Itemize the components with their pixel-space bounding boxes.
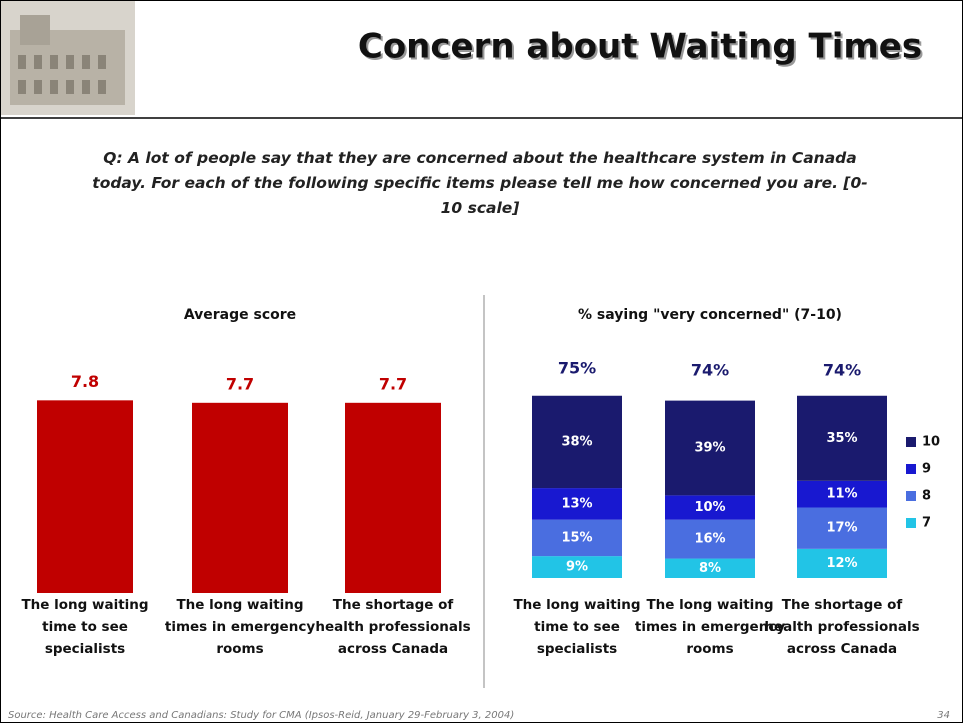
segment-label: 39%: [694, 440, 725, 455]
segment-label: 11%: [826, 487, 857, 502]
segment-label: 35%: [826, 431, 857, 446]
segment-label: 10%: [694, 500, 725, 515]
bar: [192, 402, 288, 593]
legend-swatch: [906, 518, 916, 528]
segment-label: 9%: [566, 560, 588, 575]
question: Q: A lot of people say that they are con…: [92, 149, 868, 217]
bar-segment: [797, 548, 887, 578]
segment-label: 16%: [694, 532, 725, 547]
header-photo: [1, 1, 135, 115]
category-label-box: The shortage of health professionals acr…: [315, 597, 471, 657]
title-shadow: Concern about Waiting Times: [360, 29, 924, 69]
category-label-box: The long waiting times in emergency room…: [164, 597, 316, 657]
bar: [345, 402, 441, 593]
segment-label: 8%: [699, 561, 721, 576]
segment-label: 38%: [561, 434, 592, 449]
slide-title: Concern about Waiting Times: [358, 27, 922, 67]
bar-segment: [532, 395, 622, 489]
value-label: 7.7: [226, 374, 254, 393]
x-tick-label: The long waiting times in emergency room…: [634, 597, 786, 657]
legend-label: 9: [922, 462, 931, 477]
bar-segment: [532, 519, 622, 557]
value-label: 7.7: [379, 374, 407, 393]
x-tick-label: The long waiting times in emergency room…: [164, 597, 316, 657]
total-label: 74%: [823, 361, 861, 380]
category-label-box: The long waiting time to see specialists: [513, 597, 641, 657]
x-tick-label: The shortage of health professionals acr…: [764, 597, 920, 657]
question-box: Q: A lot of people say that they are con…: [92, 149, 868, 217]
total-label: 75%: [558, 358, 596, 377]
legend-label: 10: [922, 435, 940, 450]
legend-swatch: [906, 437, 916, 447]
segment-label: 15%: [561, 530, 592, 545]
category-label-box: The long waiting times in emergency room…: [634, 597, 786, 657]
chart-title: Average score: [184, 307, 296, 323]
segment-label: 12%: [826, 556, 857, 571]
bar-segment: [797, 480, 887, 508]
bar-segment: [797, 507, 887, 549]
segment-label: 13%: [561, 496, 592, 511]
x-tick-label: The long waiting time to see specialists: [21, 597, 149, 657]
bar-segment: [797, 395, 887, 481]
segment-label: 17%: [826, 521, 857, 536]
chart-title: % saying "very concerned" (7-10): [578, 307, 842, 323]
category-label-box: The shortage of health professionals acr…: [764, 597, 920, 657]
category-label-box: The long waiting time to see specialists: [21, 597, 149, 657]
page-number: 34: [937, 710, 950, 721]
bar: [37, 400, 133, 593]
bar-segment: [665, 400, 755, 496]
source: Source: Health Care Access and Canadians…: [8, 710, 514, 721]
legend-label: 8: [922, 489, 931, 504]
bar-segment: [532, 488, 622, 520]
value-label: 7.8: [71, 372, 99, 391]
bar-segment: [532, 556, 622, 578]
bar-segment: [665, 519, 755, 559]
x-tick-label: The long waiting time to see specialists: [513, 597, 641, 657]
legend-swatch: [906, 491, 916, 501]
legend-swatch: [906, 464, 916, 474]
bar-segment: [665, 558, 755, 578]
legend-label: 7: [922, 516, 931, 531]
total-label: 74%: [691, 361, 729, 380]
bar-segment: [665, 495, 755, 520]
x-tick-label: The shortage of health professionals acr…: [315, 597, 471, 657]
